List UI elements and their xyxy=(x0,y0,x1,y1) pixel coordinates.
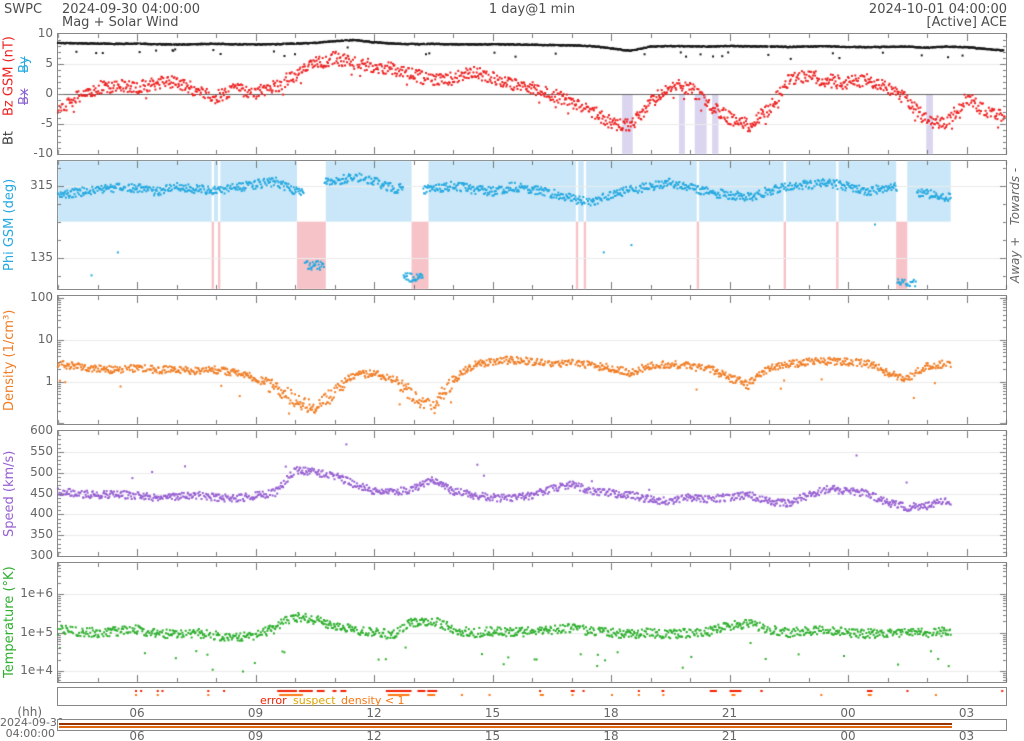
hourrow2-label-03: 03 xyxy=(958,729,975,741)
hourrow1-label-12: 12 xyxy=(366,706,382,720)
density-ytick-100: 100 xyxy=(30,290,53,304)
temperature-ytick-1e+5: 1e+5 xyxy=(20,625,53,639)
hourrow2-label-12: 12 xyxy=(366,729,382,741)
speed-ytick-500: 500 xyxy=(30,465,53,479)
hourrow2-label-09: 09 xyxy=(247,729,264,741)
temperature-ytick-1e+4: 1e+4 xyxy=(20,663,53,677)
hourrow1-label-06: 06 xyxy=(129,706,145,720)
mag-ytick-10: 10 xyxy=(37,26,53,40)
hourrow2-label-06: 06 xyxy=(129,729,145,741)
flag-label-error: error xyxy=(260,694,287,707)
density-ytick-1: 1 xyxy=(45,374,53,388)
phi-ytick-315: 315 xyxy=(30,178,53,192)
hourrow1-label-18: 18 xyxy=(603,706,619,720)
resolution-label: 1 day@1 min xyxy=(488,2,576,17)
time-range-scrollbar[interactable] xyxy=(57,719,1007,731)
density-ytick-10: 10 xyxy=(37,332,53,346)
phi-ytick-135: 135 xyxy=(30,250,53,264)
hh-unit-label: (hh) xyxy=(17,705,42,719)
speed-ytick-450: 450 xyxy=(30,486,53,500)
speed-ytick-300: 300 xyxy=(30,548,53,562)
density-axis-label: Density (1/cm³) xyxy=(2,309,17,411)
temperature-ytick-1e+6: 1e+6 xyxy=(20,586,53,600)
hourrow2-label-18: 18 xyxy=(603,729,619,741)
loaded-range-line-orange xyxy=(59,726,952,728)
speed-ytick-600: 600 xyxy=(30,423,53,437)
mag-ytick--5: -5 xyxy=(41,116,53,130)
speed-ytick-550: 550 xyxy=(30,444,53,458)
speed-ytick-400: 400 xyxy=(30,506,53,520)
flag-strip xyxy=(57,687,1007,706)
flag-label-density-1: density < 1 xyxy=(341,694,405,707)
footer-date: 2024-09-30 xyxy=(0,716,64,729)
footer-time: 04:00:00 xyxy=(5,727,55,740)
hourrow2-label-00: 00 xyxy=(840,729,856,741)
speed-ytick-350: 350 xyxy=(30,527,53,541)
hourrow1-label-00: 00 xyxy=(840,706,856,720)
bz-axis-label: Bz GSM (nT) xyxy=(1,36,17,116)
temperature-panel xyxy=(57,562,1007,683)
loaded-range-line-dark xyxy=(59,723,952,725)
phi-panel xyxy=(57,160,1007,290)
page-title: Mag + Solar Wind xyxy=(62,15,179,30)
status-badge: [Active] ACE xyxy=(926,15,1007,30)
agency-label: SWPC xyxy=(4,2,43,17)
mag-ytick-0: 0 xyxy=(45,86,53,100)
mag-ytick--10: -10 xyxy=(33,146,53,160)
hourrow2-label-15: 15 xyxy=(484,729,501,741)
away-towards-label: Away + Towards - xyxy=(1008,167,1022,283)
density-panel xyxy=(57,295,1007,425)
mag-panel xyxy=(57,33,1007,155)
speed-panel xyxy=(57,430,1007,557)
mag-ytick-5: 5 xyxy=(45,56,53,70)
hourrow1-label-03: 03 xyxy=(958,706,975,720)
hourrow2-label-21: 21 xyxy=(721,729,738,741)
hourrow1-label-21: 21 xyxy=(721,706,738,720)
hourrow1-label-15: 15 xyxy=(484,706,501,720)
flag-label-suspect: suspect xyxy=(293,694,336,707)
hourrow1-label-09: 09 xyxy=(247,706,264,720)
